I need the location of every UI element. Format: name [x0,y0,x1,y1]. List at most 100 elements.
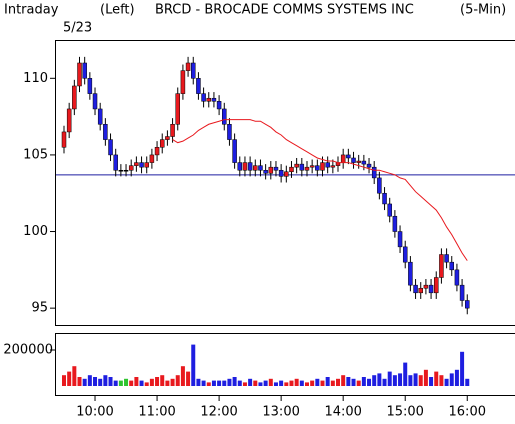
volume-bar [263,380,268,386]
volume-bar [186,371,191,386]
volume-bar [258,382,263,386]
candle-body [222,108,227,125]
candle-body [325,162,330,168]
candle-body [247,162,253,171]
volume-bar [87,375,92,386]
candle-body [165,136,170,140]
volume-bar [434,371,439,386]
candle-body [392,215,398,232]
volume-bar [454,369,459,386]
candle-body [315,165,320,171]
volume-bar [279,380,284,386]
candle-body [185,62,191,71]
volume-frame [55,333,515,396]
candle-body [377,177,382,194]
candle-body [439,254,444,278]
candle-body [351,157,356,163]
volume-bar [315,378,320,386]
candle-body [418,287,423,294]
candle-body [227,124,232,140]
y-tick-label: 100 [23,224,48,239]
candle-body [92,93,98,110]
volume-bar [149,378,154,386]
volume-bar [403,362,408,386]
candle-body [402,246,408,263]
volume-bar [211,380,216,386]
volume-bar [217,380,222,386]
volume-bar [175,375,180,386]
candle-body [196,78,201,94]
candle-body [154,147,160,156]
volume-bar [377,373,382,386]
volume-bar [72,366,77,386]
volume-bar [67,371,72,386]
volume-bar [460,351,465,386]
x-tick-label: 10:00 [76,405,113,420]
volume-bar [113,380,118,386]
volume-bar [320,380,325,386]
volume-bar [180,366,185,386]
volume-bar [77,377,82,386]
candle-body [258,165,263,171]
volume-bar [392,375,397,386]
volume-bar [242,382,247,386]
volume-bar [201,380,206,386]
candle-body [139,162,144,168]
candle-body [397,231,403,248]
volume-bar [439,375,444,386]
y-tick-label: 105 [23,147,48,162]
candle-body [263,169,268,174]
volume-bar [325,377,330,386]
candle-body [144,162,149,168]
candle-body [113,154,118,171]
volume-bar [227,378,232,386]
candle-body [123,169,129,172]
candle-body [211,97,217,102]
volume-bar [160,375,165,386]
volume-bar [408,375,413,386]
candle-body [444,254,449,263]
candle-body [465,300,470,309]
candle-body [87,78,93,94]
volume-tick-label: 200000 [3,343,53,358]
candle-body [61,131,67,148]
volume-bar [330,380,335,386]
candle-body [284,171,289,177]
candle-body [356,160,361,163]
x-tick-label: 15:00 [386,405,423,420]
volume-bar [398,373,403,386]
date-label: 5/23 [63,21,92,36]
candle-body [191,62,196,79]
candle-body [66,108,72,133]
candle-body [97,108,103,125]
x-tick-label: 12:00 [200,405,237,420]
candle-body [299,163,305,171]
volume-bar [118,380,123,386]
candle-body [340,154,346,163]
volume-bar [232,377,237,386]
candle-body [278,169,284,177]
candle-body [309,165,315,168]
candle-body [170,124,175,137]
volume-bar [449,373,454,386]
volume-bar [98,378,103,386]
volume-bar [289,380,294,386]
chart-title: BRCD - BROCADE COMMS SYSTEMS INC [155,3,414,18]
volume-bar [248,378,253,386]
candle-body [82,62,87,79]
volume-bar [351,378,356,386]
candle-body [237,162,243,171]
candle-body [366,163,372,168]
candle-body [423,284,429,289]
volume-bar [310,380,315,386]
candle-body [72,85,77,110]
candle-body [232,139,237,163]
mode-label: Intraday [4,3,59,18]
volume-bar [155,377,160,386]
volume-bar [273,382,278,386]
candle-body [159,139,165,148]
volume-bar [299,380,304,386]
candle-body [77,62,82,87]
volume-bar [444,378,449,386]
